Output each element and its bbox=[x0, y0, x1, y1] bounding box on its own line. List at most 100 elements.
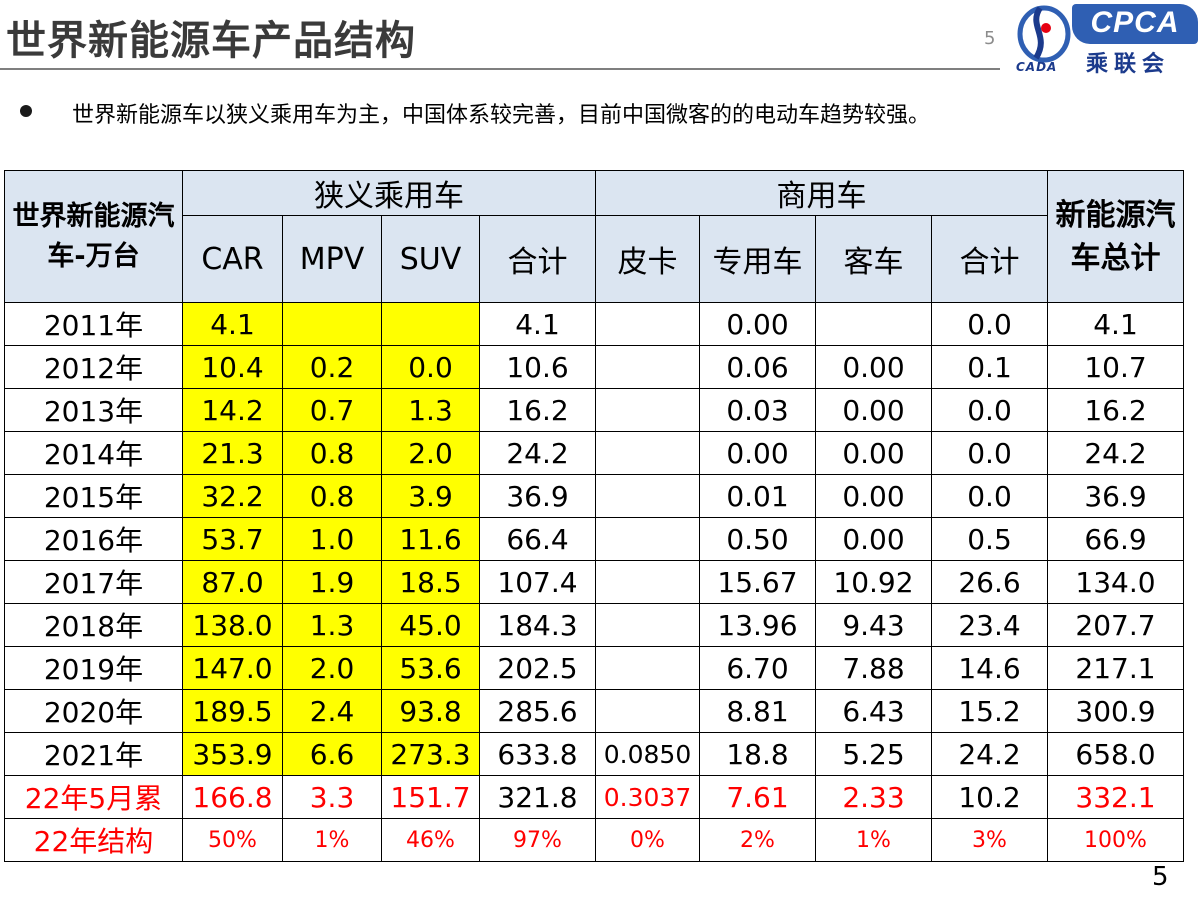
special-cell: 18.8 bbox=[699, 732, 816, 776]
table-row: 2020年 189.5 2.4 93.8 285.6 8.81 6.43 15.… bbox=[4, 689, 1184, 733]
ytd-pickup-cell: 0.3037 bbox=[595, 775, 700, 819]
suv-cell: 273.3 bbox=[381, 732, 480, 776]
bus-cell: 0.00 bbox=[815, 474, 932, 518]
passenger-total-cell: 16.2 bbox=[479, 388, 596, 432]
commercial-total-cell: 0.1 bbox=[931, 345, 1048, 389]
special-cell: 8.81 bbox=[699, 689, 816, 733]
passenger-total-cell: 107.4 bbox=[479, 560, 596, 604]
special-cell: 6.70 bbox=[699, 646, 816, 690]
suv-cell: 1.3 bbox=[381, 388, 480, 432]
pickup-cell bbox=[595, 646, 700, 690]
ytd-mpv-cell: 3.3 bbox=[282, 775, 382, 819]
grand-total-cell: 10.7 bbox=[1047, 345, 1184, 389]
mpv-cell: 0.7 bbox=[282, 388, 382, 432]
grand-total-cell: 207.7 bbox=[1047, 603, 1184, 647]
special-cell: 15.67 bbox=[699, 560, 816, 604]
pickup-cell bbox=[595, 431, 700, 475]
col-header-commercial-total: 合计 bbox=[931, 215, 1048, 303]
suv-cell: 11.6 bbox=[381, 517, 480, 561]
commercial-total-cell: 0.0 bbox=[931, 431, 1048, 475]
col-header-special: 专用车 bbox=[699, 215, 816, 303]
passenger-total-cell: 66.4 bbox=[479, 517, 596, 561]
bus-cell: 0.00 bbox=[815, 345, 932, 389]
ytd-suv-cell: 151.7 bbox=[381, 775, 480, 819]
total-header: 新能源汽车总计 bbox=[1047, 170, 1184, 303]
row-label: 2011年 bbox=[4, 302, 183, 346]
mpv-cell: 6.6 bbox=[282, 732, 382, 776]
ytd-grand-total-cell: 332.1 bbox=[1047, 775, 1184, 819]
mpv-cell: 2.0 bbox=[282, 646, 382, 690]
ytd-row-label: 22年5月累 bbox=[4, 775, 183, 819]
col-header-pickup: 皮卡 bbox=[595, 215, 700, 303]
passenger-total-cell: 184.3 bbox=[479, 603, 596, 647]
ytd-bus-cell: 2.33 bbox=[815, 775, 932, 819]
car-cell: 138.0 bbox=[182, 603, 283, 647]
cada-emblem-icon bbox=[1017, 5, 1071, 63]
grand-total-cell: 66.9 bbox=[1047, 517, 1184, 561]
car-cell: 353.9 bbox=[182, 732, 283, 776]
car-cell: 87.0 bbox=[182, 560, 283, 604]
title-underline bbox=[0, 68, 1000, 70]
car-cell: 189.5 bbox=[182, 689, 283, 733]
slide-title: 世界新能源车产品结构 bbox=[6, 18, 416, 64]
commercial-total-cell: 0.0 bbox=[931, 474, 1048, 518]
commercial-total-cell: 0.0 bbox=[931, 302, 1048, 346]
col-header-passenger-total: 合计 bbox=[479, 215, 596, 303]
structure-mpv-cell: 1% bbox=[282, 818, 382, 862]
special-cell: 0.01 bbox=[699, 474, 816, 518]
table-row: 2016年 53.7 1.0 11.6 66.4 0.50 0.00 0.5 6… bbox=[4, 517, 1184, 561]
commercial-total-cell: 23.4 bbox=[931, 603, 1048, 647]
mpv-cell: 0.8 bbox=[282, 431, 382, 475]
structure-pickup-cell: 0% bbox=[595, 818, 700, 862]
ytd-commercial-total-cell: 10.2 bbox=[931, 775, 1048, 819]
bus-cell: 9.43 bbox=[815, 603, 932, 647]
passenger-total-cell: 285.6 bbox=[479, 689, 596, 733]
commercial-total-cell: 14.6 bbox=[931, 646, 1048, 690]
mpv-cell: 1.0 bbox=[282, 517, 382, 561]
passenger-total-cell: 4.1 bbox=[479, 302, 596, 346]
grand-total-cell: 24.2 bbox=[1047, 431, 1184, 475]
row-label: 2020年 bbox=[4, 689, 183, 733]
pickup-cell bbox=[595, 603, 700, 647]
suv-cell: 53.6 bbox=[381, 646, 480, 690]
bus-cell: 0.00 bbox=[815, 388, 932, 432]
pickup-cell bbox=[595, 517, 700, 561]
pickup-cell bbox=[595, 388, 700, 432]
ytd-row: 22年5月累 166.8 3.3 151.7 321.8 0.3037 7.61… bbox=[4, 775, 1184, 819]
table-row: 2013年 14.2 0.7 1.3 16.2 0.03 0.00 0.0 16… bbox=[4, 388, 1184, 432]
col-header-suv: SUV bbox=[381, 215, 480, 303]
suv-cell: 18.5 bbox=[381, 560, 480, 604]
table-row: 2021年 353.9 6.6 273.3 633.8 0.0850 18.8 … bbox=[4, 732, 1184, 776]
grand-total-cell: 658.0 bbox=[1047, 732, 1184, 776]
pickup-cell bbox=[595, 560, 700, 604]
structure-special-cell: 2% bbox=[699, 818, 816, 862]
row-label: 2014年 bbox=[4, 431, 183, 475]
group-header-passenger: 狭义乘用车 bbox=[182, 170, 596, 216]
group-header-commercial: 商用车 bbox=[595, 170, 1048, 216]
suv-cell: 0.0 bbox=[381, 345, 480, 389]
cada-cpca-logo: CADA CPCA 乘联会 bbox=[1010, 0, 1200, 80]
structure-row-label: 22年结构 bbox=[4, 818, 183, 862]
car-cell: 4.1 bbox=[182, 302, 283, 346]
suv-cell bbox=[381, 302, 480, 346]
car-cell: 10.4 bbox=[182, 345, 283, 389]
commercial-total-cell: 0.0 bbox=[931, 388, 1048, 432]
cpca-logo-badge: CPCA bbox=[1072, 4, 1198, 44]
bullet-icon bbox=[20, 105, 32, 117]
row-label: 2017年 bbox=[4, 560, 183, 604]
mpv-cell: 0.2 bbox=[282, 345, 382, 389]
cpca-chinese-name: 乘联会 bbox=[1086, 52, 1171, 77]
special-cell: 0.00 bbox=[699, 431, 816, 475]
pickup-cell bbox=[595, 689, 700, 733]
grand-total-cell: 4.1 bbox=[1047, 302, 1184, 346]
grand-total-cell: 36.9 bbox=[1047, 474, 1184, 518]
col-header-car: CAR bbox=[182, 215, 283, 303]
ytd-car-cell: 166.8 bbox=[182, 775, 283, 819]
row-label: 2021年 bbox=[4, 732, 183, 776]
suv-cell: 3.9 bbox=[381, 474, 480, 518]
cpca-logo-text: CPCA bbox=[1090, 6, 1180, 39]
mpv-cell bbox=[282, 302, 382, 346]
grand-total-cell: 300.9 bbox=[1047, 689, 1184, 733]
passenger-total-cell: 633.8 bbox=[479, 732, 596, 776]
bus-cell: 0.00 bbox=[815, 517, 932, 561]
